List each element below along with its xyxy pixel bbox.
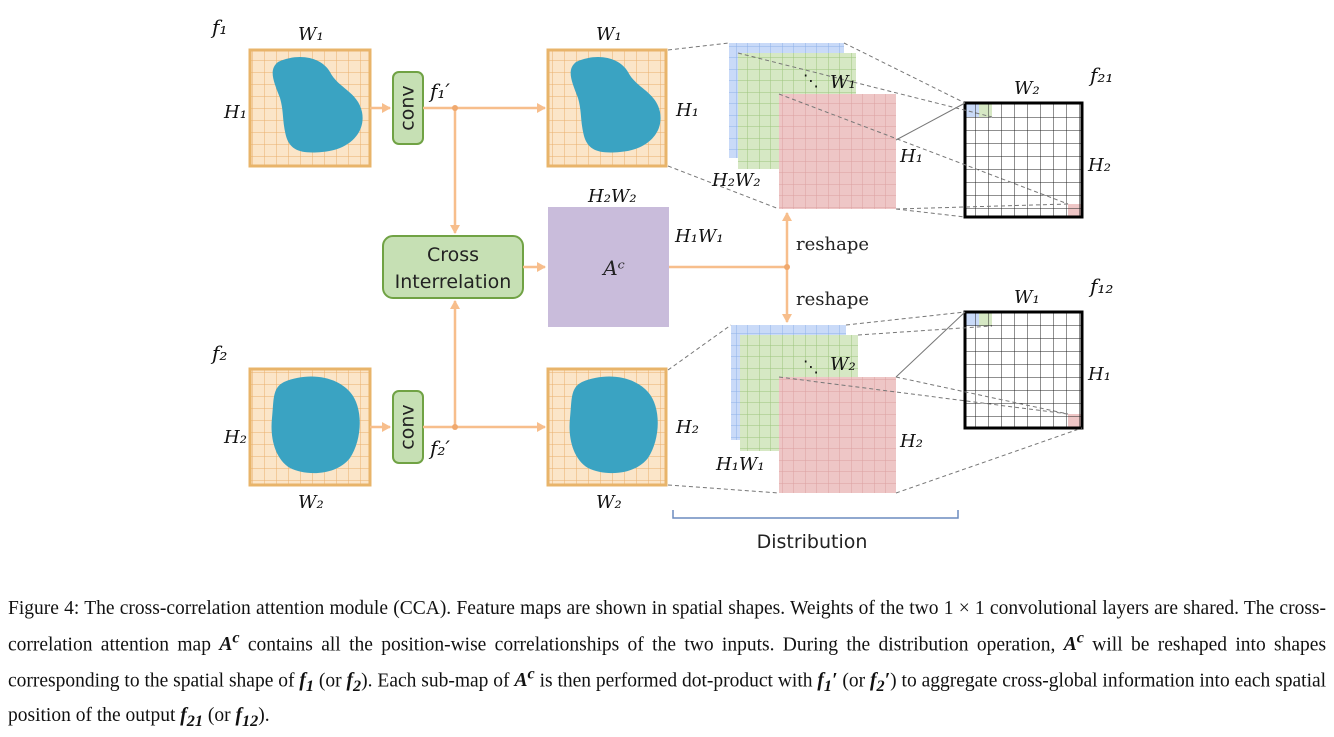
label-f2: f₂ xyxy=(210,341,227,365)
label-w2: W₂ xyxy=(830,354,856,375)
label-h2: H₂ xyxy=(223,427,247,448)
label-h2: H₂ xyxy=(899,431,923,452)
feature-map-f1 xyxy=(248,48,372,168)
label-f1-prime: f₁′ xyxy=(428,79,450,103)
caption-ac: Ac xyxy=(514,664,535,692)
caption-sentence: The cross-correlation attention module (… xyxy=(8,598,1326,655)
reshaped-maps-top: ⋱ xyxy=(729,43,896,209)
cross-interrelation-block: Cross Interrelation xyxy=(382,235,524,299)
blob-shape xyxy=(271,376,360,474)
caption-sentence: ). Each sub-map of xyxy=(361,670,510,691)
cross-label-line2: Interrelation xyxy=(395,271,512,293)
label-w1: W₁ xyxy=(1014,287,1040,308)
conv-block-bottom: conv xyxy=(392,390,424,464)
caption-sentence: ) to aggregate cross-global information … xyxy=(8,670,1327,727)
label-h2: H₂ xyxy=(675,417,699,438)
caption-fig-num: Figure 4: xyxy=(8,598,80,619)
figure-caption: Figure 4: The cross-correlation attentio… xyxy=(8,594,1326,737)
caption-end: ). xyxy=(258,705,270,727)
label-h1: H₁ xyxy=(899,146,923,167)
math-labels: f₁ W₁ H₁ f₁′ W₁ H₁ W₁ H₁ H₂W₂ f₂₁ W₂ H₂ … xyxy=(210,15,1113,513)
label-h2w2: H₂W₂ xyxy=(587,186,637,207)
caption-f2: f2 xyxy=(346,670,362,695)
feature-map-f2-prime xyxy=(546,367,668,487)
label-f1: f₁ xyxy=(210,15,227,39)
label-h1w1: H₁W₁ xyxy=(674,226,724,247)
reshape-label-bottom: reshape xyxy=(796,289,869,310)
label-h1w1: H₁W₁ xyxy=(715,454,765,475)
attention-map-ac: Aᶜ xyxy=(548,207,669,327)
label-w2: W₂ xyxy=(596,492,622,513)
projection-lines xyxy=(667,42,1083,494)
label-h2: H₂ xyxy=(1087,155,1111,176)
label-h1: H₁ xyxy=(675,100,699,121)
reshape-label-top: reshape xyxy=(796,234,869,255)
output-map-f12 xyxy=(963,310,1084,430)
caption-f2-prime: f2′ xyxy=(870,670,891,695)
caption-or: (or xyxy=(842,670,866,691)
caption-ac: Ac xyxy=(1063,628,1084,656)
label-w1: W₁ xyxy=(298,24,324,45)
caption-f1: f1 xyxy=(299,670,314,695)
label-w1: W₁ xyxy=(596,24,622,45)
distribution-label: Distribution xyxy=(757,531,868,553)
caption-f12: f12 xyxy=(235,705,259,731)
label-f12: f₁₂ xyxy=(1088,274,1113,298)
label-w2: W₂ xyxy=(1014,78,1040,99)
caption-f21: f21 xyxy=(180,705,203,731)
conv-label: conv xyxy=(397,85,419,130)
label-h2w2: H₂W₂ xyxy=(711,170,761,191)
svg-text:⋱: ⋱ xyxy=(803,71,819,90)
blob-shape xyxy=(272,57,363,153)
conv-block-top: conv xyxy=(392,71,424,145)
cca-figure: conv conv Cross Interrelation Aᶜ xyxy=(210,15,1113,553)
label-w1: W₁ xyxy=(830,72,856,93)
label-h1: H₁ xyxy=(1087,364,1111,385)
cross-label-line1: Cross xyxy=(427,244,479,266)
connector-lines xyxy=(370,103,792,432)
caption-or: (or xyxy=(207,705,231,727)
output-map-f21 xyxy=(963,101,1084,219)
label-f21: f₂₁ xyxy=(1088,63,1113,87)
caption-f1-prime: f1′ xyxy=(817,670,838,695)
feature-map-f2 xyxy=(248,367,372,487)
label-h1: H₁ xyxy=(223,102,247,123)
feature-map-f1-prime xyxy=(546,48,668,168)
caption-or: (or xyxy=(318,670,342,691)
caption-sentence: contains all the position-wise correlati… xyxy=(247,634,1056,655)
caption-sentence: will be reshaped into shapes correspondi… xyxy=(8,634,1327,691)
distribution-bracket xyxy=(672,510,959,519)
conv-label: conv xyxy=(397,404,419,449)
caption-ac: Ac xyxy=(219,628,240,656)
label-w2: W₂ xyxy=(298,492,324,513)
label-f2-prime: f₂′ xyxy=(428,436,450,460)
reshaped-maps-bottom: ⋱ xyxy=(731,325,896,493)
caption-sentence: is then performed dot-product with xyxy=(539,670,813,691)
ac-label: Aᶜ xyxy=(601,256,625,280)
svg-text:⋱: ⋱ xyxy=(803,357,819,376)
